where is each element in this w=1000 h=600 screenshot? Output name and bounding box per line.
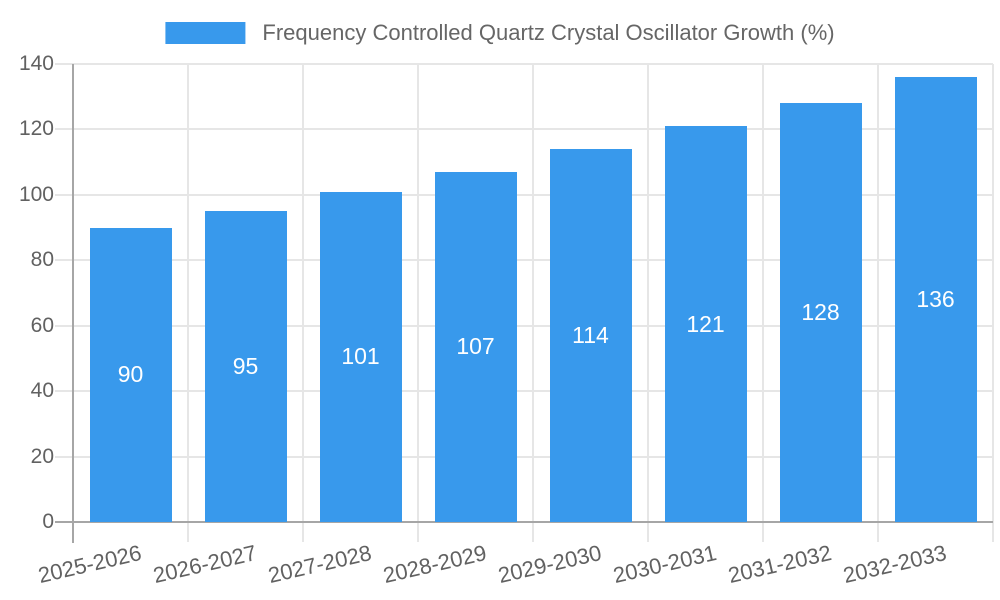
bar-2027-2028: 101 (319, 191, 402, 522)
gridline-vertical (417, 64, 419, 542)
bar-value-label: 136 (916, 286, 955, 313)
y-tick-label: 120 (18, 117, 54, 141)
x-tick-label: 2032-2033 (840, 540, 950, 589)
x-tick-label: 2027-2028 (265, 540, 375, 589)
legend-item[interactable]: Frequency Controlled Quartz Crystal Osci… (165, 20, 835, 46)
gridline-horizontal (55, 259, 993, 262)
plot-area: 90 95 101 107 114 121 128 136 0 20 40 60 80 100 120 14… (19, 52, 994, 588)
legend-swatch-icon (165, 22, 246, 44)
y-tick-label: 80 (30, 248, 54, 272)
bar-value-label: 95 (232, 353, 259, 380)
bar-value-label: 90 (117, 361, 144, 388)
bar-value-label: 114 (572, 322, 609, 349)
gridline-vertical (302, 64, 304, 542)
gridline-horizontal (55, 455, 993, 458)
x-tick-label: 2026-2027 (150, 540, 260, 589)
bar-value-label: 107 (456, 333, 495, 360)
bar-value-label: 121 (686, 310, 725, 337)
bar-2032-2033: 136 (894, 77, 977, 522)
gridline-horizontal (55, 324, 993, 327)
y-tick-label: 140 (18, 52, 54, 75)
chart-legend: Frequency Controlled Quartz Crystal Osci… (165, 20, 835, 46)
x-tick-label: 2031-2032 (725, 540, 835, 589)
x-tick-label: 2025-2026 (35, 540, 145, 589)
x-tick-label: 2029-2030 (495, 540, 605, 589)
y-tick-label: 0 (42, 510, 54, 533)
gridline-horizontal (55, 128, 993, 131)
bar-value-label: 101 (341, 343, 380, 370)
bar-2031-2032: 128 (779, 103, 862, 522)
gridline-vertical (992, 64, 994, 542)
y-axis-line (72, 64, 74, 543)
y-tick-label: 40 (30, 379, 54, 403)
gridline-vertical (877, 64, 879, 542)
legend-label: Frequency Controlled Quartz Crystal Osci… (262, 20, 835, 45)
gridline-vertical (762, 64, 764, 542)
gridline-vertical (532, 64, 534, 542)
bar-2029-2030: 114 (549, 149, 632, 522)
bar-2025-2026: 90 (89, 227, 172, 522)
bar-value-label: 128 (801, 299, 840, 326)
y-tick-label: 100 (18, 182, 54, 206)
gridline-horizontal (55, 390, 993, 393)
bar-2030-2031: 121 (664, 126, 747, 522)
x-tick-label: 2030-2031 (610, 540, 720, 589)
y-tick-label: 60 (30, 313, 54, 337)
x-tick-label: 2028-2029 (380, 540, 490, 589)
gridline-vertical (187, 64, 189, 542)
bar-2028-2029: 107 (434, 171, 517, 522)
gridline-vertical (647, 64, 649, 542)
gridline-horizontal (55, 63, 993, 65)
x-axis-line (55, 521, 993, 523)
gridline-horizontal (55, 193, 993, 196)
y-tick-label: 20 (30, 444, 54, 468)
bar-2026-2027: 95 (204, 211, 287, 522)
